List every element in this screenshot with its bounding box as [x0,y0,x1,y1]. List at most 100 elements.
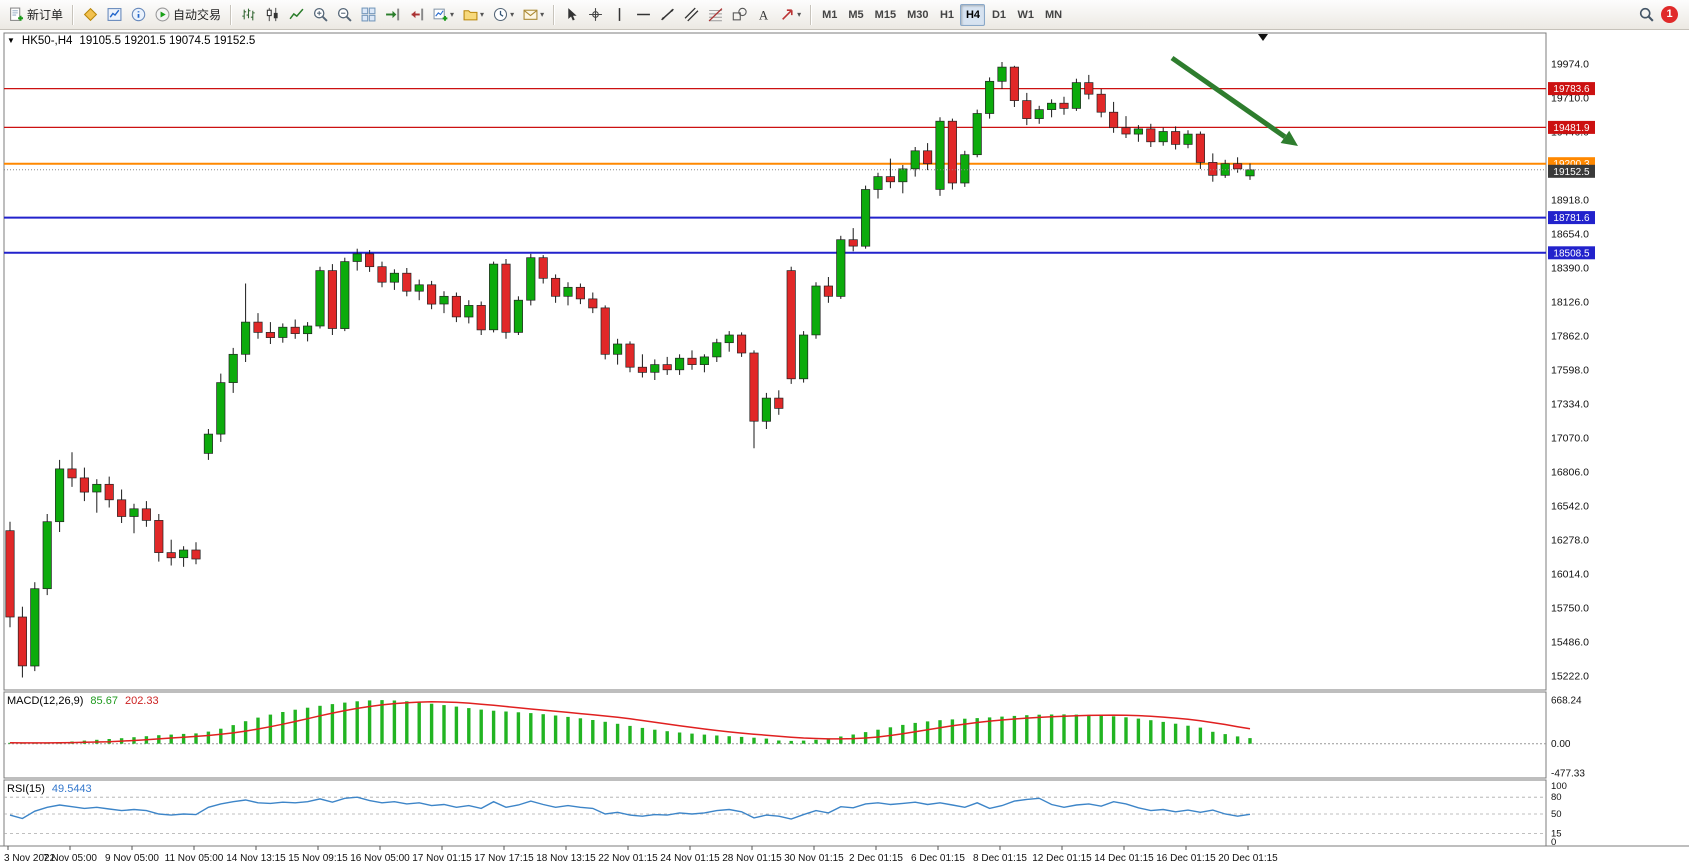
svg-text:16542.0: 16542.0 [1551,501,1589,513]
notification-badge[interactable]: 1 [1661,6,1678,23]
svg-text:20 Dec 01:15: 20 Dec 01:15 [1218,853,1278,864]
toolbar-separator [230,4,233,25]
svg-text:12 Dec 01:15: 12 Dec 01:15 [1032,853,1092,864]
tile-windows-button[interactable] [357,3,380,27]
price-badge-18781.6: 18781.6 [1548,211,1595,225]
arrows-icon [782,9,793,20]
shapes-icon [732,7,747,21]
timeframe-m15-button[interactable]: M15 [870,4,901,26]
autotrading-button[interactable]: 自动交易 [151,3,225,27]
svg-text:17 Nov 01:15: 17 Nov 01:15 [412,853,472,864]
autotrading-button-label: 自动交易 [173,8,222,22]
new-order-button-label: 新订单 [27,8,64,22]
down-triangle-marker[interactable] [1258,34,1268,41]
svg-text:100: 100 [1551,781,1567,792]
bid-price-badge: 19152.5 [1548,164,1595,178]
svg-text:16 Dec 01:15: 16 Dec 01:15 [1156,853,1216,864]
macd-axis[interactable]: 668.24 0.00 -477.33 [1551,696,1585,780]
svg-text:0: 0 [1551,837,1556,848]
vline-icon [618,8,621,21]
market-watch-button[interactable] [103,3,126,27]
svg-text:24 Nov 01:15: 24 Nov 01:15 [660,853,720,864]
chart-window: 19974.019710.019446.019182.018918.018654… [0,30,1689,866]
svg-text:7 Nov 05:00: 7 Nov 05:00 [43,853,97,864]
svg-text:17598.0: 17598.0 [1551,365,1589,377]
period-button[interactable]: ▾ [489,3,518,27]
shapes-button[interactable] [728,3,751,27]
indicators-button[interactable]: ▾ [429,3,458,27]
svg-text:19200.3: 19200.3 [1553,159,1590,170]
svg-text:15222.0: 15222.0 [1551,671,1589,683]
metaeditor-button[interactable] [79,3,102,27]
dropdown-arrow-icon[interactable]: ▾ [540,10,545,19]
svg-text:18508.5: 18508.5 [1553,248,1590,259]
cursor-button[interactable] [560,3,583,27]
dropdown-arrow-icon[interactable]: ▾ [510,10,515,19]
svg-text:17070.0: 17070.0 [1551,433,1589,445]
price-axis[interactable]: 19974.019710.019446.019182.018918.018654… [1551,59,1589,683]
price-badge-19481.9: 19481.9 [1548,120,1595,134]
equidistant-channel-button[interactable] [680,3,703,27]
svg-text:16806.0: 16806.0 [1551,467,1589,479]
svg-text:19481.9: 19481.9 [1553,123,1590,134]
zoom-out-button[interactable] [333,3,356,27]
horizontal-line-button[interactable] [632,3,655,27]
svg-text:9 Nov 05:00: 9 Nov 05:00 [105,853,159,864]
timeframe-h4-button[interactable]: H4 [960,3,986,26]
chart-surface[interactable]: 19974.019710.019446.019182.018918.018654… [0,30,1689,866]
line-chart-button[interactable] [285,3,308,27]
svg-text:14 Nov 13:15: 14 Nov 13:15 [226,853,286,864]
svg-text:80: 80 [1551,792,1562,803]
macd-panel [4,700,1546,745]
dropdown-arrow-icon[interactable]: ▾ [797,10,802,19]
zoom-in-button[interactable] [309,3,332,27]
trend-arrow-object[interactable] [1170,55,1298,146]
arrows-button[interactable]: ▾ [776,3,805,27]
dropdown-arrow-icon[interactable]: ▾ [450,10,455,19]
svg-text:30 Nov 01:15: 30 Nov 01:15 [784,853,844,864]
svg-text:18654.0: 18654.0 [1551,229,1589,241]
timeframe-h1-button[interactable]: H1 [934,4,959,26]
bar-chart-button[interactable] [237,3,260,27]
timeframe-w1-button[interactable]: W1 [1012,4,1039,26]
candlestick-chart-button[interactable] [261,3,284,27]
trendline-button[interactable] [656,3,679,27]
crosshair-button[interactable] [584,3,607,27]
horizontal-line-objects[interactable] [4,87,1546,254]
fibonacci-button[interactable] [704,3,727,27]
timeframe-m5-button[interactable]: M5 [843,4,868,26]
macd-signal-line [9,701,1251,744]
profiles-button[interactable]: ▾ [459,3,488,27]
clock-icon [494,7,508,22]
templates-button[interactable]: ▾ [519,3,548,27]
rsi-panel [4,796,1546,834]
autoscroll-icon [386,8,400,21]
svg-text:11 Nov 05:00: 11 Nov 05:00 [165,853,224,864]
svg-text:A: A [759,8,769,22]
text-button[interactable]: A [752,3,775,27]
new-order-button[interactable]: 新订单 [5,3,67,27]
chart-shift-button[interactable] [405,3,428,27]
data-window-button[interactable] [127,3,150,27]
auto-scroll-button[interactable] [381,3,404,27]
timeframe-m1-button[interactable]: M1 [817,4,842,26]
channel-icon [684,7,699,22]
info-icon [131,7,146,22]
search-button[interactable] [1635,3,1658,27]
timeframe-m30-button[interactable]: M30 [902,4,933,26]
dropdown-arrow-icon[interactable]: ▾ [480,10,485,19]
timeframe-d1-button[interactable]: D1 [986,4,1011,26]
toolbar-separator [72,4,75,25]
chartplus-icon [433,8,448,21]
svg-text:3 Nov 2022: 3 Nov 2022 [4,853,56,864]
search-icon [1639,7,1654,22]
grid-icon [361,7,376,22]
timeframe-mn-button[interactable]: MN [1040,4,1067,26]
crosshair-icon [589,8,603,21]
svg-text:18390.0: 18390.0 [1551,263,1589,275]
vertical-line-button[interactable] [608,3,631,27]
zoomin-icon [313,7,328,22]
fibo-icon [708,8,723,22]
